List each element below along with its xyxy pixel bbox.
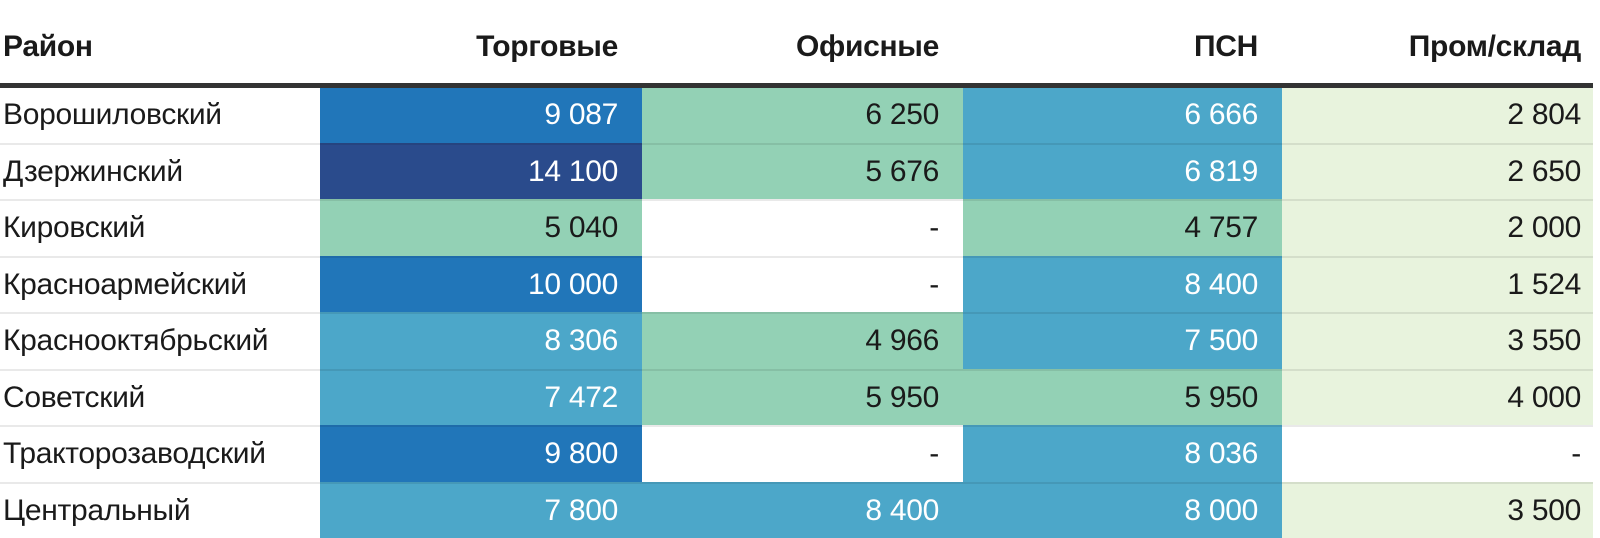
table-row: Центральный 7 800 8 400 8 000 3 500	[0, 481, 1593, 538]
cell-psn: 5 950	[963, 368, 1282, 425]
cell-prom-sklad: 2 000	[1282, 199, 1593, 256]
cell-torgovye: 8 306	[320, 312, 642, 369]
cell-prom-sklad: 3 500	[1282, 481, 1593, 538]
cell-prom-sklad: -	[1282, 425, 1593, 482]
district-name: Краснооктябрьский	[0, 312, 320, 369]
cell-prom-sklad: 4 000	[1282, 368, 1593, 425]
cell-torgovye: 5 040	[320, 199, 642, 256]
cell-psn: 8 400	[963, 255, 1282, 312]
cell-psn: 7 500	[963, 312, 1282, 369]
district-name: Дзержинский	[0, 142, 320, 200]
district-name: Ворошиловский	[3, 98, 222, 132]
table-body: Ворошиловский 9 087 6 250 6 666 2 804 Дз…	[0, 88, 1593, 538]
table-row: Тракторозаводский 9 800 - 8 036 -	[0, 425, 1593, 482]
cell-ofisnye: 5 676	[642, 142, 963, 199]
district-name: Советский	[0, 368, 320, 426]
cell-torgovye: 10 000	[320, 255, 642, 312]
column-header-psn: ПСН	[1194, 29, 1258, 63]
cell-ofisnye: 6 250	[642, 88, 963, 143]
cell-torgovye: 9 087	[320, 88, 642, 143]
table-row: Ворошиловский 9 087 6 250 6 666 2 804	[0, 88, 1593, 143]
district-name: Тракторозаводский	[0, 425, 320, 482]
table-header-row: Район Торговые Офисные ПСН Пром/склад	[0, 0, 1593, 88]
cell-ofisnye: 8 400	[642, 481, 963, 538]
cell-ofisnye: -	[642, 255, 963, 312]
cell-ofisnye: -	[642, 425, 963, 482]
cell-torgovye: 14 100	[320, 142, 642, 199]
cell-ofisnye: 5 950	[642, 368, 963, 425]
cell-psn: 8 000	[963, 481, 1282, 538]
column-header-ofisnye: Офисные	[795, 29, 939, 63]
table-row: Дзержинский 14 100 5 676 6 819 2 650	[0, 142, 1593, 200]
district-name: Кировский	[0, 199, 320, 256]
cell-ofisnye: 4 966	[642, 312, 963, 369]
column-header-district: Район	[3, 29, 93, 63]
cell-psn: 4 757	[963, 199, 1282, 256]
cell-torgovye: 9 800	[320, 425, 642, 482]
cell-psn: 8 036	[963, 425, 1282, 482]
district-name: Красноармейский	[0, 255, 320, 313]
cell-ofisnye: -	[642, 199, 963, 256]
cell-prom-sklad: 2 650	[1282, 142, 1593, 199]
table-row: Советский 7 472 5 950 5 950 4 000	[0, 368, 1593, 426]
cell-prom-sklad: 1 524	[1282, 255, 1593, 312]
column-header-torgovye: Торговые	[476, 29, 618, 63]
cell-psn: 6 666	[963, 88, 1282, 143]
table-row: Красноармейский 10 000 - 8 400 1 524	[0, 255, 1593, 313]
table-row: Кировский 5 040 - 4 757 2 000	[0, 199, 1593, 256]
cell-prom-sklad: 3 550	[1282, 312, 1593, 369]
cell-torgovye: 7 472	[320, 368, 642, 425]
cell-psn: 6 819	[963, 142, 1282, 199]
cell-torgovye: 7 800	[320, 481, 642, 538]
column-header-prom-sklad: Пром/склад	[1408, 29, 1582, 63]
cell-prom-sklad: 2 804	[1282, 88, 1593, 143]
district-name: Центральный	[0, 481, 320, 538]
table-row: Краснооктябрьский 8 306 4 966 7 500 3 55…	[0, 312, 1593, 369]
